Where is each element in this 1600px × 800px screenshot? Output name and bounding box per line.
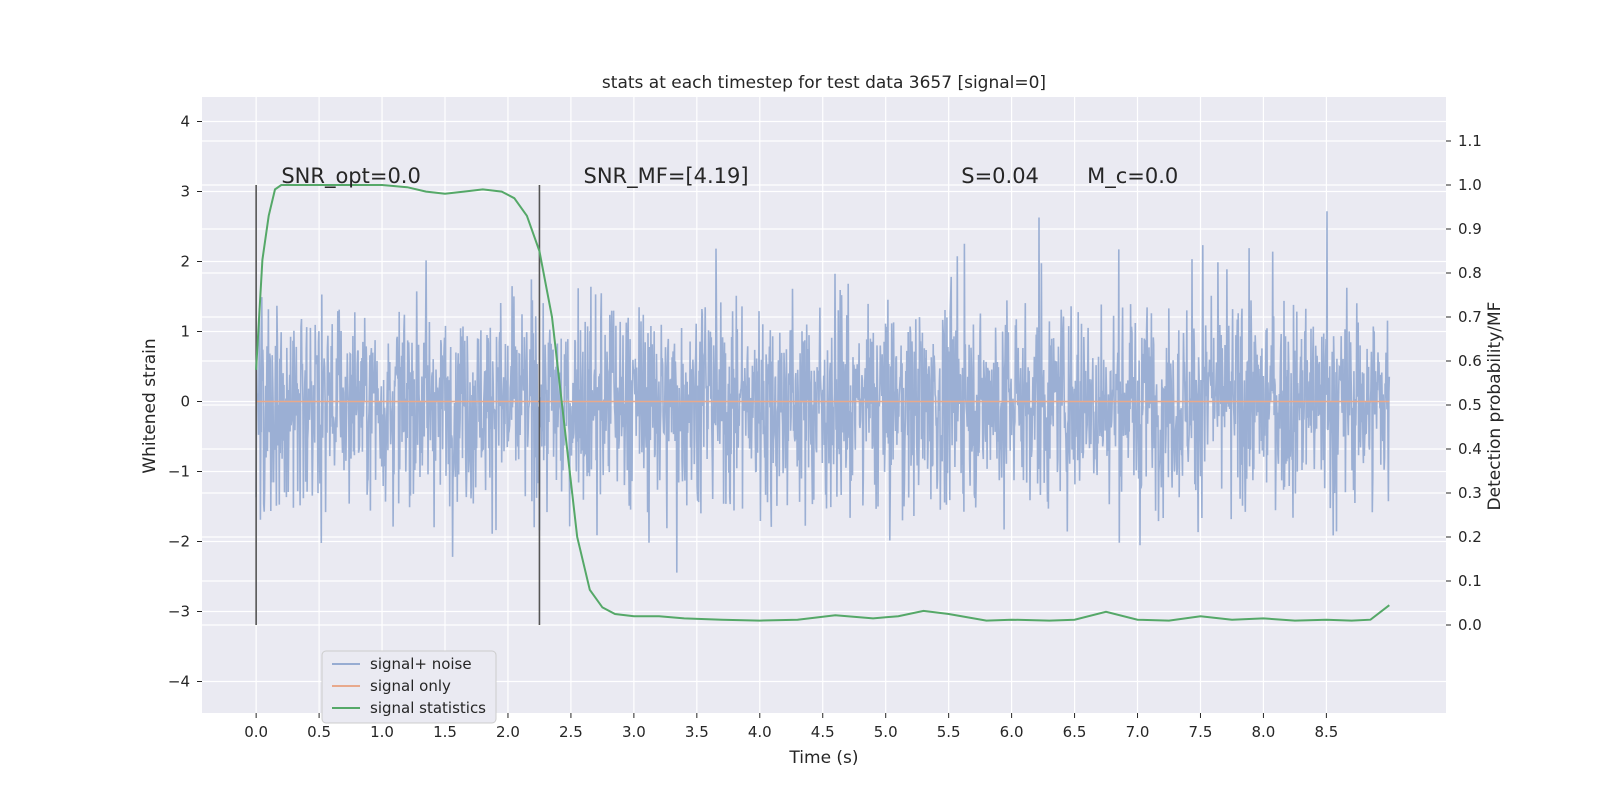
y-tick-label: 0 <box>180 393 190 411</box>
series-signal-plus-noise-line <box>255 211 1391 573</box>
y-axis-label: Whitened strain <box>140 338 160 473</box>
y-tick-label: 4 <box>180 113 190 131</box>
x-tick-label: 7.0 <box>1126 723 1150 741</box>
y-axis-ticks: −4 −3 −2 −1 0 1 2 3 4 <box>168 113 202 691</box>
annotations: SNR_opt=0.0 SNR_MF=[4.19] S=0.04 M_c=0.0 <box>281 164 1178 189</box>
y-right-tick-label: 0.0 <box>1458 616 1482 634</box>
annotation-label: SNR_opt=0.0 <box>281 164 421 189</box>
x-tick-label: 6.0 <box>1000 723 1024 741</box>
chart-title: stats at each timestep for test data 365… <box>602 73 1046 93</box>
y-tick-label: −4 <box>168 673 190 691</box>
x-tick-label: 0.0 <box>244 723 268 741</box>
x-tick-label: 0.5 <box>307 723 331 741</box>
x-axis-label: Time (s) <box>788 748 858 768</box>
y-tick-label: −1 <box>168 463 190 481</box>
x-tick-label: 8.0 <box>1251 723 1275 741</box>
legend-label-signal-plus-noise: signal+ noise <box>370 655 472 673</box>
x-tick-label: 4.0 <box>748 723 772 741</box>
vertical-markers <box>255 185 541 625</box>
annotation-label: M_c=0.0 <box>1087 164 1178 189</box>
x-tick-label: 1.5 <box>433 723 457 741</box>
x-tick-label: 5.5 <box>937 723 961 741</box>
x-tick-label: 4.5 <box>811 723 835 741</box>
legend: signal+ noise signal only signal statist… <box>321 650 497 724</box>
y-tick-label: 1 <box>180 323 190 341</box>
x-tick-label: 3.0 <box>622 723 646 741</box>
y-right-tick-label: 0.4 <box>1458 440 1482 458</box>
y-right-tick-label: 0.2 <box>1458 528 1482 546</box>
x-tick-label: 3.5 <box>685 723 709 741</box>
y-right-tick-label: 0.5 <box>1458 396 1482 414</box>
annotation-label: SNR_MF=[4.19] <box>584 164 749 189</box>
y-tick-label: 3 <box>180 183 190 201</box>
x-tick-label: 6.5 <box>1063 723 1087 741</box>
x-tick-label: 5.0 <box>874 723 898 741</box>
y-right-tick-label: 0.9 <box>1458 220 1482 238</box>
legend-box <box>321 650 497 724</box>
y-right-tick-label: 0.1 <box>1458 572 1482 590</box>
y-right-tick-label: 0.6 <box>1458 352 1482 370</box>
y-right-axis-label: Detection probability/MF <box>1485 302 1505 511</box>
series-signal-statistics-line <box>255 184 1390 622</box>
x-tick-label: 2.5 <box>559 723 583 741</box>
x-axis-ticks: 0.0 0.5 1.0 1.5 2.0 2.5 3.0 3.5 4.0 4.5 5.0 5.5 6.0 6… <box>244 713 1338 741</box>
legend-label-signal-only: signal only <box>370 677 451 695</box>
x-tick-label: 1.0 <box>370 723 394 741</box>
x-tick-label: 8.5 <box>1314 723 1338 741</box>
legend-label-signal-statistics: signal statistics <box>370 699 486 717</box>
plot-area-content <box>255 184 1391 625</box>
x-tick-label: 2.0 <box>496 723 520 741</box>
y-tick-label: −2 <box>168 533 190 551</box>
y-right-axis-ticks: 0.0 0.1 0.2 0.3 0.4 0.5 0.6 0.7 0.8 0.9 1.0 1.1 <box>1446 132 1482 634</box>
y-tick-label: 2 <box>180 253 190 271</box>
y-right-tick-label: 0.7 <box>1458 308 1482 326</box>
y-right-tick-label: 0.8 <box>1458 264 1482 282</box>
y-right-tick-label: 0.3 <box>1458 484 1482 502</box>
y-right-tick-label: 1.1 <box>1458 132 1482 150</box>
x-tick-label: 7.5 <box>1189 723 1213 741</box>
annotation-label: S=0.04 <box>961 164 1039 188</box>
y-right-tick-label: 1.0 <box>1458 176 1482 194</box>
y-tick-label: −3 <box>168 603 190 621</box>
